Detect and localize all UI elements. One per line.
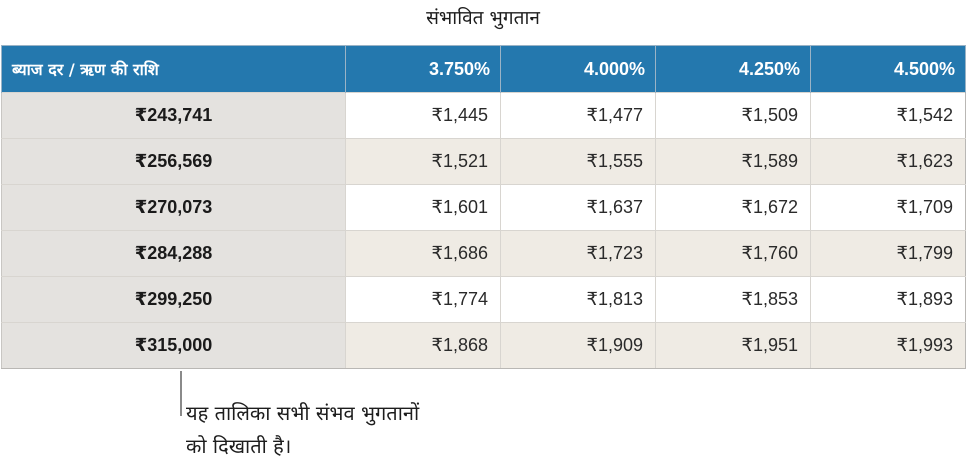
loan-amount-cell[interactable]: ₹315,000 [1, 322, 346, 369]
loan-amount-cell[interactable]: ₹270,073 [1, 184, 346, 231]
payment-cell[interactable]: ₹1,509 [655, 92, 811, 139]
callout-text: यह तालिका सभी संभव भुगतानों को दिखाती है… [186, 397, 546, 463]
loan-amount-cell[interactable]: ₹299,250 [1, 276, 346, 323]
payment-cell[interactable]: ₹1,993 [810, 322, 966, 369]
callout-line-1: यह तालिका सभी संभव भुगतानों [186, 401, 420, 425]
payment-cell[interactable]: ₹1,477 [500, 92, 656, 139]
payment-cell[interactable]: ₹1,951 [655, 322, 811, 369]
payment-cell[interactable]: ₹1,623 [810, 138, 966, 185]
payment-cell[interactable]: ₹1,709 [810, 184, 966, 231]
callout-leader-line [180, 371, 182, 416]
corner-header-cell[interactable]: ब्याज दर / ऋण की राशि [1, 45, 346, 93]
loan-amount-cell[interactable]: ₹256,569 [1, 138, 346, 185]
payment-cell[interactable]: ₹1,893 [810, 276, 966, 323]
table-row: ₹256,569 ₹1,521 ₹1,555 ₹1,589 ₹1,623 [1, 138, 966, 185]
payment-cell[interactable]: ₹1,813 [500, 276, 656, 323]
table-row: ₹243,741 ₹1,445 ₹1,477 ₹1,509 ₹1,542 [1, 92, 966, 139]
payment-cell[interactable]: ₹1,589 [655, 138, 811, 185]
payment-cell[interactable]: ₹1,555 [500, 138, 656, 185]
payment-cell[interactable]: ₹1,686 [345, 230, 501, 277]
payment-cell[interactable]: ₹1,774 [345, 276, 501, 323]
callout-line-2: को दिखाती है। [186, 434, 292, 458]
payment-cell[interactable]: ₹1,760 [655, 230, 811, 277]
payments-table-container: ब्याज दर / ऋण की राशि 3.750% 4.000% 4.25… [1, 45, 966, 369]
payment-cell[interactable]: ₹1,637 [500, 184, 656, 231]
payment-cell[interactable]: ₹1,601 [345, 184, 501, 231]
payment-cell[interactable]: ₹1,723 [500, 230, 656, 277]
rate-header-cell[interactable]: 4.250% [655, 45, 811, 93]
table-title: संभावित भुगतान [426, 7, 540, 29]
payment-cell[interactable]: ₹1,672 [655, 184, 811, 231]
rate-header-cell[interactable]: 4.000% [500, 45, 656, 93]
loan-amount-cell[interactable]: ₹243,741 [1, 92, 346, 139]
header-row: ब्याज दर / ऋण की राशि 3.750% 4.000% 4.25… [1, 45, 966, 93]
loan-amount-cell[interactable]: ₹284,288 [1, 230, 346, 277]
rate-header-cell[interactable]: 4.500% [810, 45, 966, 93]
payment-cell[interactable]: ₹1,542 [810, 92, 966, 139]
payment-cell[interactable]: ₹1,521 [345, 138, 501, 185]
payments-table: ब्याज दर / ऋण की राशि 3.750% 4.000% 4.25… [1, 45, 966, 369]
payment-cell[interactable]: ₹1,868 [345, 322, 501, 369]
rate-header-cell[interactable]: 3.750% [345, 45, 501, 93]
table-row: ₹299,250 ₹1,774 ₹1,813 ₹1,853 ₹1,893 [1, 276, 966, 323]
table-body: ₹243,741 ₹1,445 ₹1,477 ₹1,509 ₹1,542 ₹25… [1, 92, 966, 369]
table-row: ₹270,073 ₹1,601 ₹1,637 ₹1,672 ₹1,709 [1, 184, 966, 231]
payment-cell[interactable]: ₹1,799 [810, 230, 966, 277]
payment-cell[interactable]: ₹1,445 [345, 92, 501, 139]
table-row: ₹284,288 ₹1,686 ₹1,723 ₹1,760 ₹1,799 [1, 230, 966, 277]
table-row: ₹315,000 ₹1,868 ₹1,909 ₹1,951 ₹1,993 [1, 322, 966, 369]
payment-cell[interactable]: ₹1,853 [655, 276, 811, 323]
payment-cell[interactable]: ₹1,909 [500, 322, 656, 369]
table-header: ब्याज दर / ऋण की राशि 3.750% 4.000% 4.25… [1, 45, 966, 93]
